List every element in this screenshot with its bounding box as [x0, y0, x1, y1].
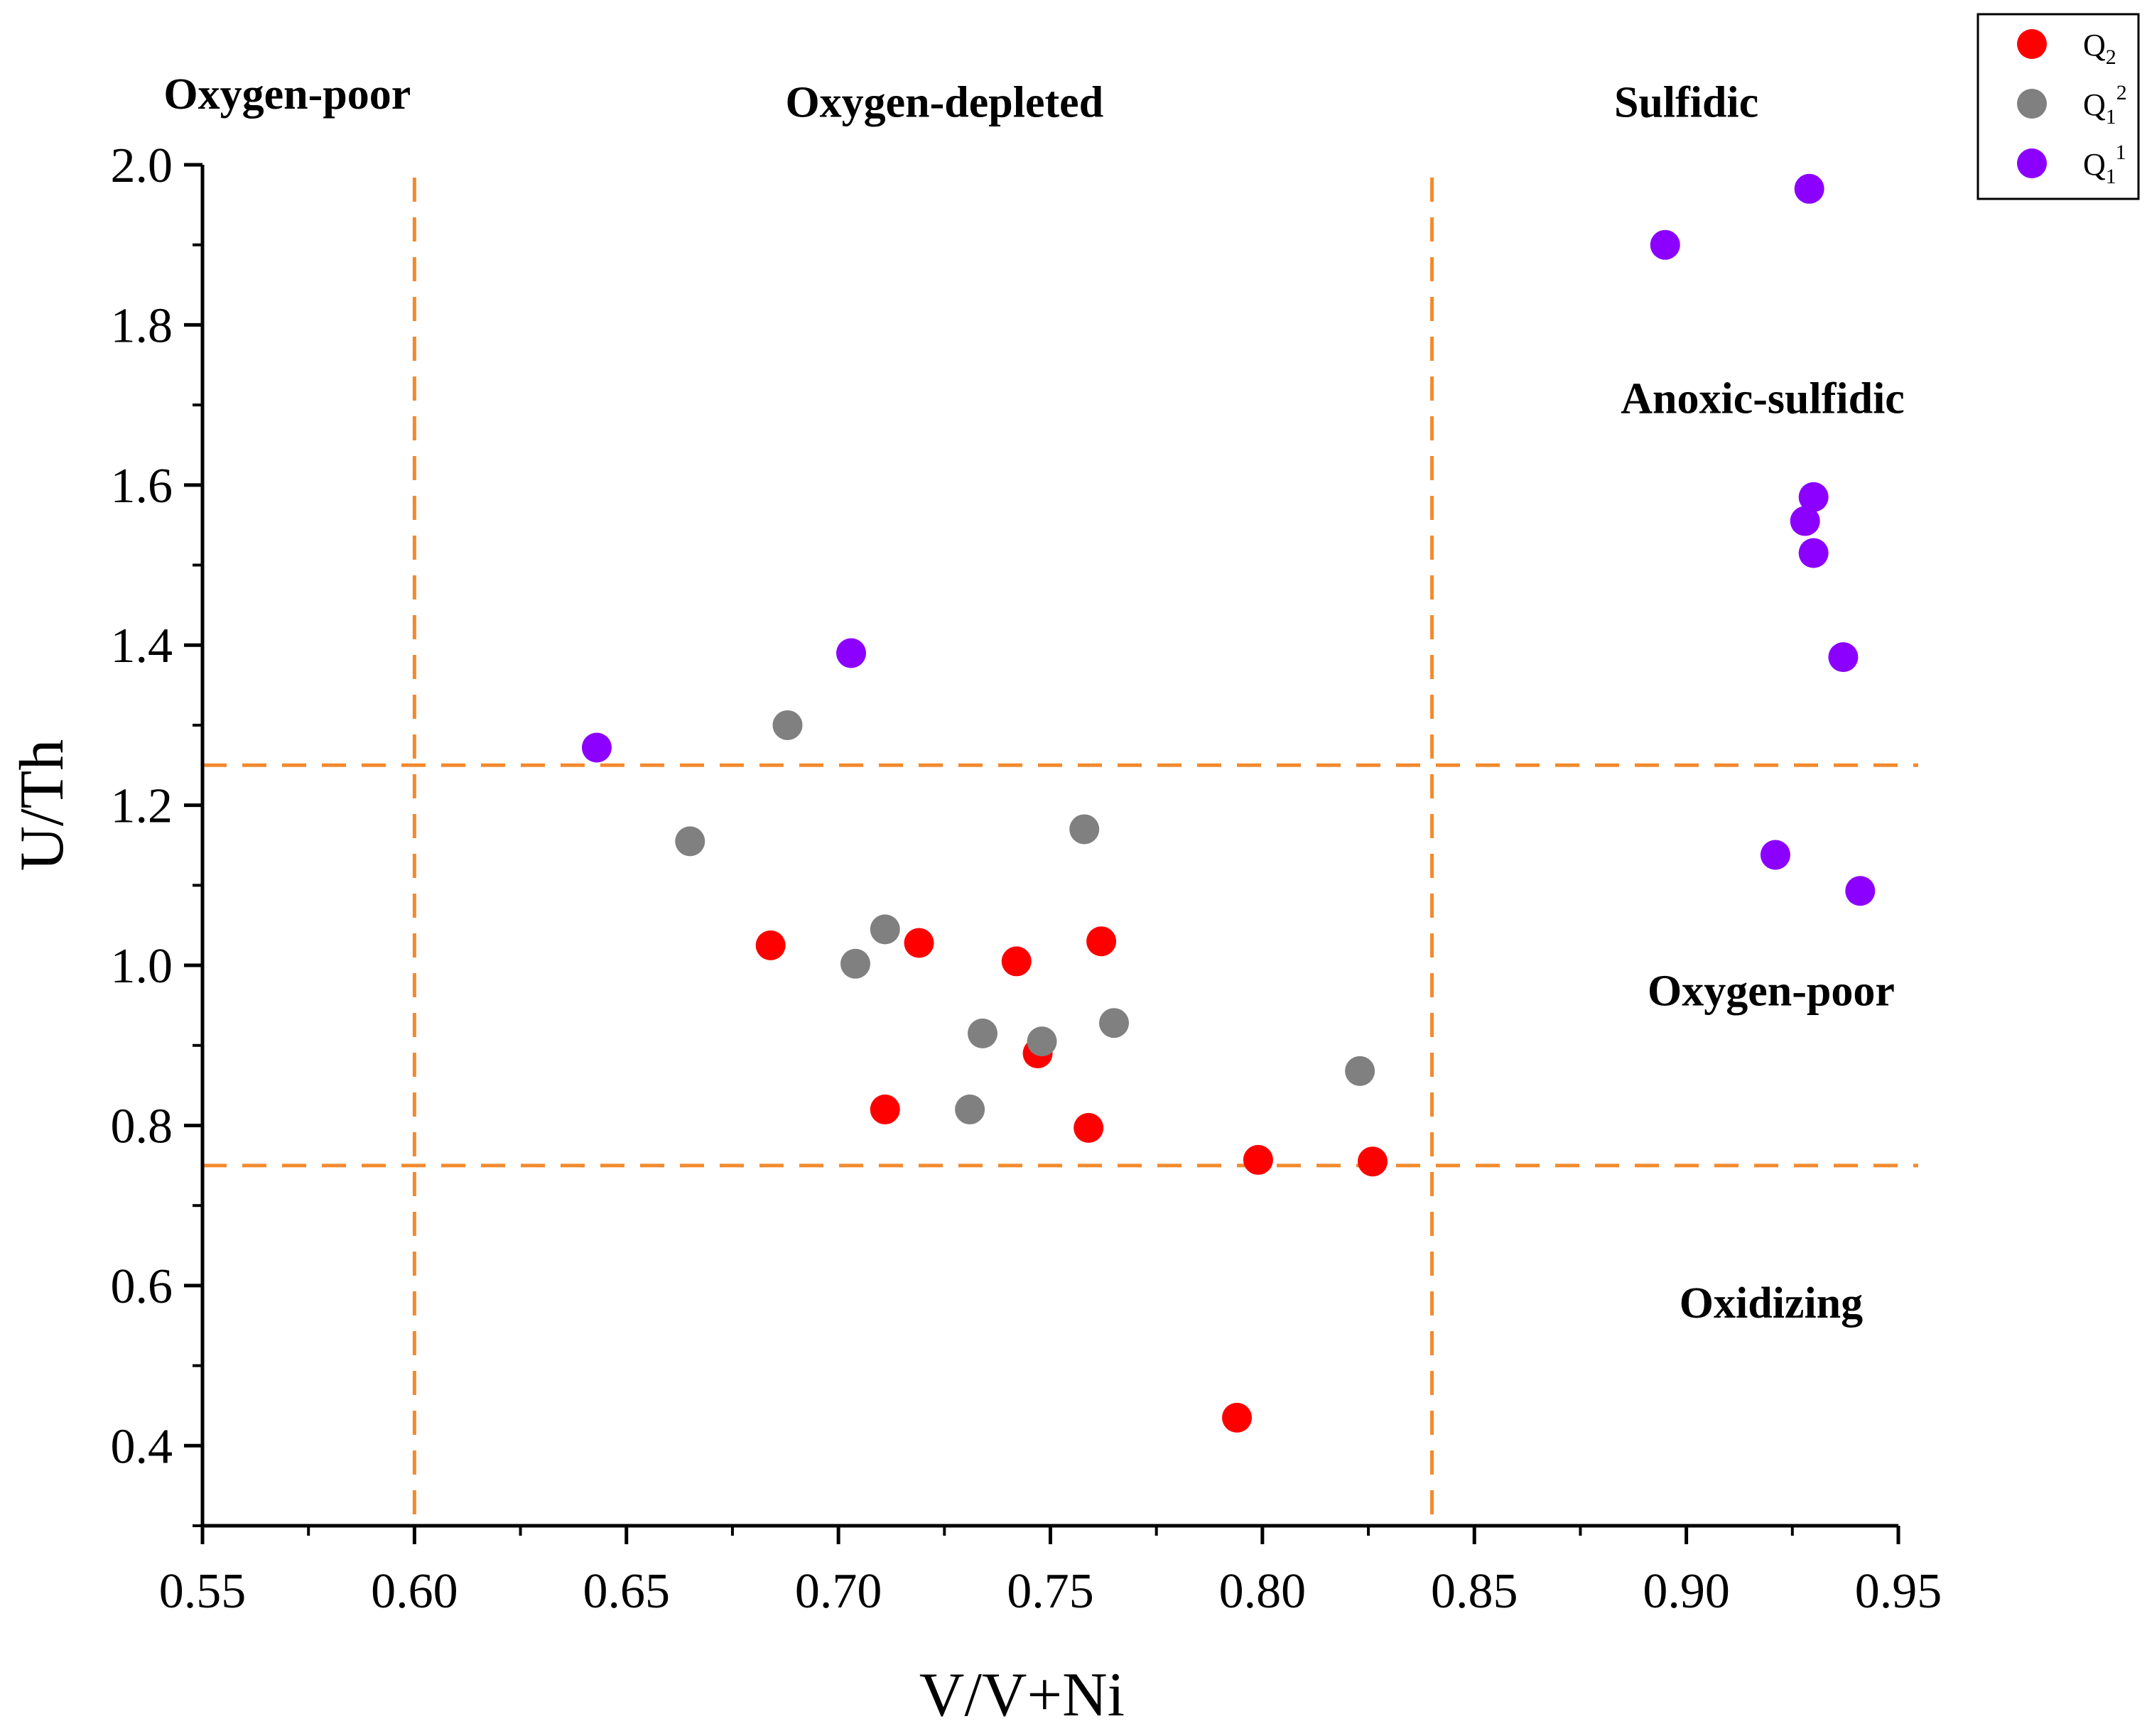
- x-tick-label: 0.95: [1855, 1564, 1942, 1619]
- x-axis-title: V/V+Ni: [919, 1661, 1125, 1730]
- data-point-series-2: [1790, 506, 1820, 536]
- x-tick-label: 0.55: [159, 1564, 247, 1619]
- data-point-series-2: [1650, 229, 1680, 260]
- y-tick-label: 1.8: [111, 298, 173, 353]
- region-annotations: Oxygen-poor Oxygen-depleted Sulfidic Anoxic…: [163, 70, 1904, 1328]
- data-point-series-1: [870, 914, 900, 945]
- region-label: Oxidizing: [1680, 1279, 1863, 1328]
- data-point-series-0: [904, 928, 934, 958]
- y-tick-label: 0.8: [111, 1099, 173, 1154]
- region-label: Anoxic-sulfidic: [1621, 374, 1905, 423]
- data-point-series-2: [1760, 840, 1790, 870]
- region-label: Oxygen-depleted: [785, 78, 1103, 126]
- data-point-series-0: [1243, 1144, 1273, 1175]
- y-tick-label: 0.4: [111, 1419, 173, 1474]
- y-tick-label: 2.0: [111, 139, 173, 193]
- data-point-series-1: [772, 710, 803, 740]
- region-label: Sulfidic: [1614, 78, 1758, 126]
- data-point-series-1: [1027, 1026, 1057, 1057]
- data-point-series-2: [1798, 482, 1829, 512]
- x-tick-label: 0.80: [1219, 1564, 1307, 1619]
- data-point-series-1: [1069, 814, 1100, 845]
- legend-box: [1976, 13, 2140, 200]
- x-tick-label: 0.65: [583, 1564, 671, 1619]
- data-point-series-0: [1358, 1146, 1388, 1177]
- legend-marker: [2017, 89, 2047, 119]
- data-point-series-1: [955, 1094, 985, 1124]
- data-point-series-2: [1845, 876, 1876, 906]
- region-label: Oxygen-poor: [163, 70, 411, 119]
- data-point-series-0: [1086, 926, 1117, 957]
- data-point-series-1: [1099, 1008, 1130, 1038]
- x-tick-label: 0.60: [371, 1564, 458, 1619]
- data-point-series-0: [755, 930, 786, 960]
- data-points: [581, 173, 1876, 1433]
- axes: [200, 165, 1898, 1528]
- data-point-series-2: [836, 638, 867, 668]
- y-tick-label: 1.6: [111, 459, 173, 514]
- region-label: Oxygen-poor: [1648, 967, 1895, 1015]
- data-point-series-0: [1001, 946, 1032, 977]
- reference-lines: [202, 178, 1918, 1526]
- data-point-series-2: [581, 732, 612, 763]
- x-tick-label: 0.70: [795, 1564, 882, 1619]
- data-point-series-2: [1828, 642, 1859, 673]
- data-point-series-1: [675, 826, 705, 857]
- y-axis-title: U/Th: [8, 739, 77, 872]
- legend-label: Q2: [2083, 28, 2116, 69]
- data-point-series-0: [870, 1094, 900, 1124]
- y-ticks: 0.4 0.6 0.8 1.0 1.2 1.4 1.6 1.8 2.0: [111, 139, 202, 1527]
- data-point-series-2: [1794, 173, 1824, 204]
- x-tick-label: 0.90: [1643, 1564, 1730, 1619]
- x-ticks: 0.55 0.60 0.65 0.70 0.75 0.80 0.85 0.90 0.95: [159, 1526, 1942, 1619]
- legend-marker: [2017, 148, 2047, 178]
- y-tick-label: 1.4: [111, 619, 173, 673]
- x-tick-label: 0.75: [1007, 1564, 1094, 1619]
- data-point-series-1: [968, 1018, 998, 1048]
- y-tick-label: 1.0: [111, 939, 173, 994]
- y-tick-label: 0.6: [111, 1259, 173, 1314]
- y-tick-label: 1.2: [111, 779, 173, 834]
- data-point-series-2: [1798, 538, 1829, 568]
- data-point-series-0: [1074, 1112, 1104, 1143]
- data-point-series-0: [1222, 1402, 1253, 1433]
- data-point-series-1: [840, 948, 870, 979]
- legend-marker: [2017, 29, 2047, 59]
- x-tick-label: 0.85: [1431, 1564, 1518, 1619]
- data-point-series-1: [1345, 1056, 1375, 1086]
